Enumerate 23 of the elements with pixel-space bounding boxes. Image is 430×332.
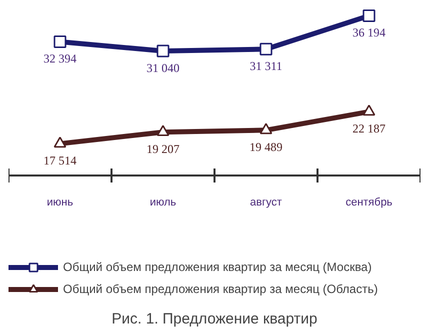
- point: [362, 9, 376, 22]
- data-label: 31 311: [250, 59, 282, 74]
- point: [260, 123, 272, 134]
- data-label: 17 514: [44, 154, 76, 168]
- point: [156, 44, 170, 58]
- x-tick-label: июль: [150, 196, 176, 209]
- data-label: 32 394: [44, 52, 76, 66]
- point: [362, 104, 376, 116]
- point: [260, 42, 272, 56]
- x-tick-label: сентябрь: [346, 196, 393, 209]
- x-tick-label: июнь: [46, 196, 74, 209]
- point: [54, 136, 66, 148]
- data-label: 22 187: [352, 122, 386, 136]
- data-label: 31 040: [146, 61, 180, 76]
- data-label: 19 489: [250, 140, 282, 154]
- data-label: 36 194: [352, 26, 386, 40]
- point: [156, 124, 170, 136]
- x-tick-label: август: [250, 196, 282, 209]
- point: [54, 35, 66, 48]
- legend-label: Общий объем предложения квартир за месяц (Область): [63, 282, 378, 296]
- legend-label: Общий объем предложения квартир за месяц (Москва): [63, 260, 372, 274]
- text: Рис. 1. Предложение квартир: [112, 310, 318, 328]
- data-label: 19 207: [146, 142, 180, 156]
